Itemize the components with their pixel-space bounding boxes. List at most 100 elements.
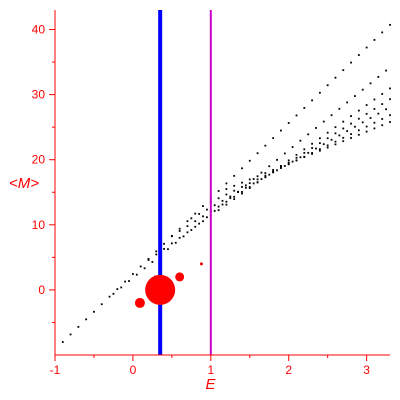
data-point <box>342 136 345 139</box>
scatter-points <box>61 23 391 343</box>
data-point <box>116 288 119 291</box>
data-point <box>213 209 216 212</box>
data-point <box>357 133 360 136</box>
data-point <box>357 109 360 112</box>
x-tick-label: 3 <box>363 363 370 377</box>
data-point <box>299 139 302 142</box>
data-point <box>206 208 208 211</box>
data-point <box>178 230 181 232</box>
marker-point <box>199 262 203 266</box>
data-point <box>318 148 321 151</box>
data-point <box>248 182 251 185</box>
data-point <box>108 295 111 298</box>
data-point <box>311 153 313 155</box>
data-point <box>385 108 388 111</box>
data-point <box>170 234 173 237</box>
data-point <box>342 127 345 130</box>
data-point <box>361 88 364 91</box>
data-point <box>303 107 306 109</box>
data-point <box>318 142 321 145</box>
data-point <box>217 190 220 192</box>
x-tick-label: -1 <box>50 363 61 377</box>
data-point <box>354 125 356 128</box>
marker-point <box>175 272 185 282</box>
data-point <box>291 146 294 148</box>
data-point <box>361 121 364 124</box>
data-point <box>225 188 228 190</box>
data-point <box>322 143 325 146</box>
data-point <box>237 191 239 194</box>
data-point <box>194 212 197 215</box>
data-point <box>303 148 306 151</box>
data-point <box>260 171 263 174</box>
data-point <box>61 341 64 343</box>
data-point <box>342 140 345 143</box>
data-point <box>342 69 345 72</box>
data-point <box>272 137 275 140</box>
data-point <box>322 120 325 123</box>
data-point <box>264 174 267 177</box>
data-point <box>389 114 391 117</box>
y-tick-label: 30 <box>32 88 46 102</box>
data-point <box>217 209 220 212</box>
data-point <box>252 182 255 185</box>
data-point <box>225 193 228 196</box>
data-point <box>330 114 333 117</box>
data-point <box>381 124 384 127</box>
data-point <box>373 98 376 101</box>
data-point <box>190 229 193 231</box>
data-point <box>147 258 150 260</box>
data-point <box>338 107 341 110</box>
data-point <box>365 130 368 133</box>
data-point <box>248 187 251 189</box>
data-point <box>256 152 259 155</box>
data-point <box>311 147 313 149</box>
data-point <box>311 142 313 145</box>
data-point <box>100 303 103 306</box>
data-point <box>174 241 177 244</box>
y-tick-label: 10 <box>32 218 46 232</box>
data-point <box>241 192 243 195</box>
data-point <box>186 225 189 228</box>
data-point <box>128 280 130 282</box>
data-point <box>365 112 368 115</box>
data-point <box>248 186 251 188</box>
data-point <box>350 133 352 135</box>
data-point <box>112 292 115 295</box>
data-point <box>334 143 337 146</box>
data-point <box>190 217 193 220</box>
data-point <box>326 84 329 87</box>
data-point <box>334 140 337 143</box>
data-point <box>303 151 306 154</box>
data-point <box>357 117 360 120</box>
data-point <box>241 191 243 193</box>
data-point <box>346 101 349 104</box>
data-point <box>334 76 337 79</box>
data-point <box>182 235 185 238</box>
data-point <box>373 108 376 110</box>
data-point <box>217 205 220 208</box>
data-point <box>268 173 271 176</box>
data-point <box>373 39 376 41</box>
data-point <box>334 126 337 129</box>
data-point <box>151 261 154 263</box>
data-point <box>381 93 384 95</box>
data-point <box>206 216 208 219</box>
data-point <box>365 46 368 49</box>
data-point <box>198 222 201 225</box>
data-point <box>260 178 263 180</box>
data-point <box>225 182 228 185</box>
marker-points <box>134 262 203 308</box>
data-point <box>307 151 310 154</box>
data-point <box>326 131 329 134</box>
data-point <box>365 125 368 128</box>
x-tick-label: 0 <box>130 363 137 377</box>
data-point <box>295 159 298 162</box>
data-point <box>365 104 368 106</box>
data-point <box>198 213 201 215</box>
data-point <box>311 99 313 102</box>
data-point <box>233 174 236 177</box>
marker-point <box>154 275 157 279</box>
